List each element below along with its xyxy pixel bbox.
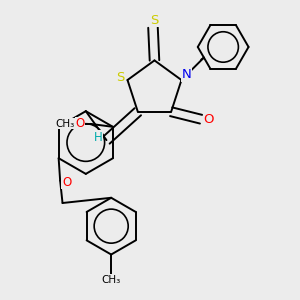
Text: S: S [150, 14, 159, 27]
Text: S: S [116, 71, 124, 84]
Text: O: O [203, 113, 214, 126]
Text: O: O [62, 176, 71, 189]
Text: N: N [182, 68, 192, 81]
Text: CH₃: CH₃ [102, 275, 121, 285]
Text: H: H [94, 130, 103, 144]
Text: O: O [76, 117, 85, 130]
Text: CH₃: CH₃ [55, 119, 74, 129]
